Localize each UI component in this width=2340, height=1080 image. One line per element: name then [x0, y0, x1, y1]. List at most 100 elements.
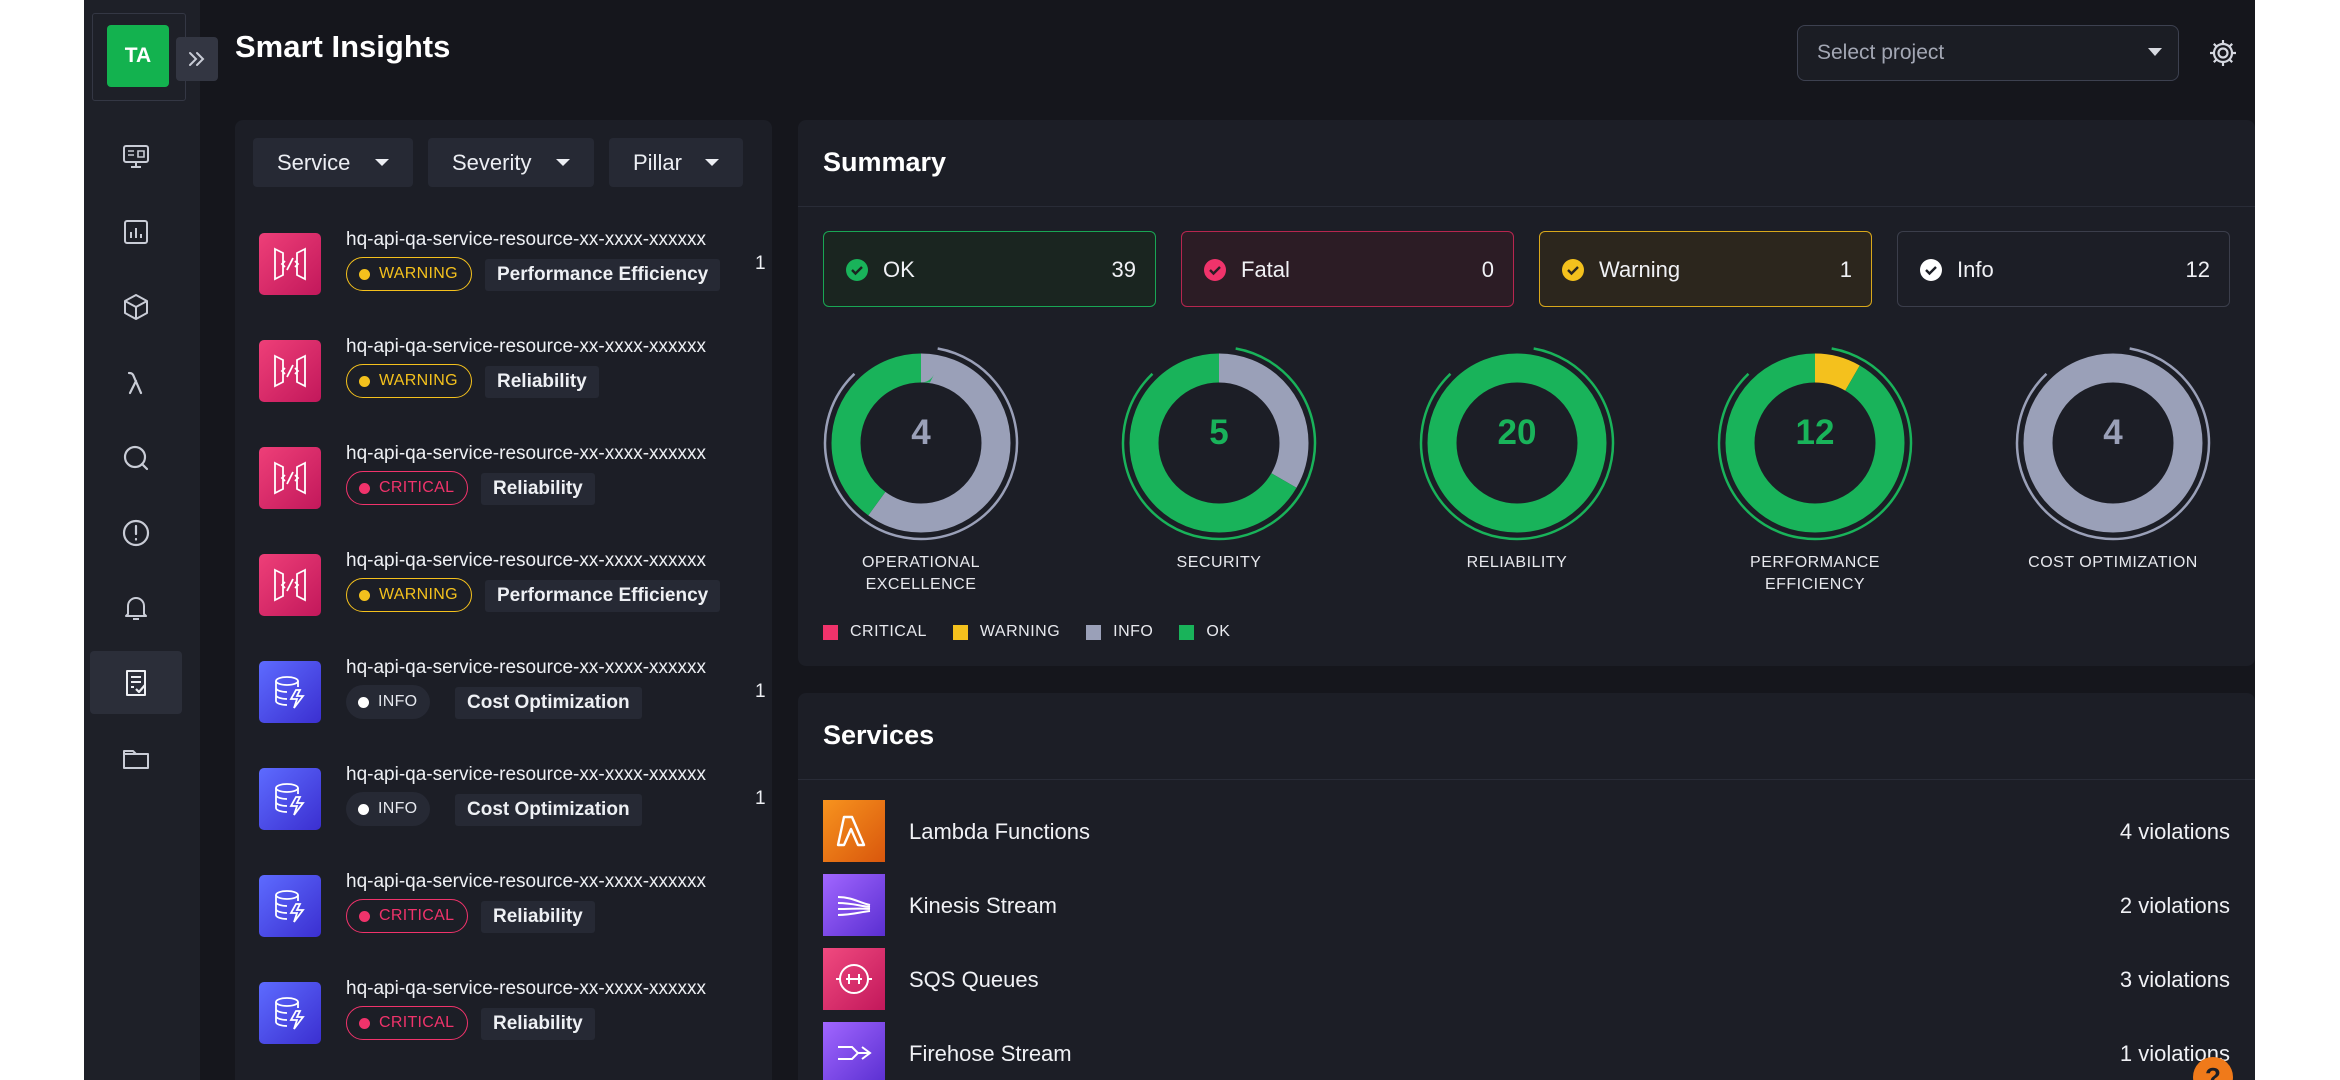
status-card-label: Info — [1957, 257, 1994, 282]
legend-item: INFO — [1086, 623, 1153, 641]
divider — [798, 779, 2255, 780]
firehose-icon — [823, 1022, 885, 1080]
page-title: Smart Insights — [235, 29, 451, 64]
service-violations: 4 violations — [2119, 819, 2230, 844]
severity-badge: WARNING — [346, 257, 472, 291]
sidebar-item-files[interactable] — [90, 726, 182, 789]
status-card-warning[interactable]: Warning 1 — [1539, 231, 1872, 307]
severity-badge: INFO — [346, 792, 431, 826]
status-card-ok[interactable]: OK 39 — [823, 231, 1156, 307]
severity-label: WARNING — [379, 586, 458, 603]
service-filter-label: Service — [277, 149, 351, 175]
finding-row[interactable]: hq-api-qa-service-resource-xx-xxxx-xxxxx… — [259, 437, 769, 537]
finding-row[interactable]: hq-api-qa-service-resource-xx-xxxx-xxxxx… — [259, 865, 769, 965]
legend-label: OK — [1206, 623, 1231, 640]
pillar-filter-label: Pillar — [633, 149, 682, 175]
sidebar-item-lambda[interactable] — [90, 351, 182, 414]
sidebar-item-smart-insights[interactable] — [90, 651, 182, 714]
status-card-label: Fatal — [1241, 257, 1290, 282]
legend-swatch — [952, 624, 968, 640]
donut-segment-ok — [1427, 353, 1607, 533]
donut-label: OPERATIONAL EXCELLENCE — [861, 554, 981, 593]
service-violations: 2 violations — [2119, 893, 2230, 918]
donut-label: COST OPTIMIZATION — [2028, 554, 2198, 571]
finding-resource-name: hq-api-qa-service-resource-xx-xxxx-xxxxx… — [346, 550, 707, 571]
service-filter[interactable]: Service — [253, 138, 413, 187]
sidebar-item-alerts[interactable] — [90, 501, 182, 564]
gear-icon[interactable] — [2207, 37, 2239, 69]
service-row-firehose[interactable]: Firehose Stream 1 violations — [823, 1022, 2230, 1080]
check-circle-icon — [1204, 259, 1226, 281]
sidebar-item-analytics[interactable] — [90, 200, 182, 263]
donut-chart — [1121, 345, 1317, 541]
status-card-label: Warning — [1599, 257, 1681, 282]
service-row-lambda[interactable]: Lambda Functions 4 violations — [823, 800, 2230, 862]
cube-icon — [124, 293, 148, 320]
help-icon: ? — [2205, 1062, 2221, 1080]
finding-row[interactable]: hq-api-qa-service-resource-xx-xxxx-xxxxx… — [259, 223, 769, 323]
finding-row[interactable]: hq-api-qa-service-resource-xx-xxxx-xxxxx… — [259, 330, 769, 430]
severity-dot-icon — [358, 696, 369, 708]
finding-row[interactable]: hq-api-qa-service-resource-xx-xxxx-xxxxx… — [259, 972, 769, 1072]
finding-resource-name: hq-api-qa-service-resource-xx-xxxx-xxxxx… — [346, 229, 707, 250]
status-card-fatal[interactable]: Fatal 0 — [1181, 231, 1514, 307]
donut-segment-ok — [1725, 353, 1905, 533]
finding-row[interactable]: hq-api-qa-service-resource-xx-xxxx-xxxxx… — [259, 544, 769, 644]
check-circle-icon — [1562, 259, 1584, 281]
project-select[interactable]: Select project — [1797, 25, 2179, 81]
legend-label: WARNING — [979, 623, 1061, 640]
pillar-filter[interactable]: Pillar — [609, 138, 743, 187]
service-name: Firehose Stream — [909, 1041, 1072, 1066]
app-window: TA Smart Insights — [84, 0, 2255, 1080]
sidebar: TA — [84, 0, 200, 1080]
severity-badge: CRITICAL — [346, 471, 469, 505]
pillar-tag: Reliability — [481, 473, 595, 505]
dynamodb-icon — [259, 661, 321, 723]
finding-resource-name: hq-api-qa-service-resource-xx-xxxx-xxxxx… — [346, 871, 707, 892]
api-gateway-icon — [259, 447, 321, 509]
donut-total: 4 — [2103, 413, 2123, 452]
severity-badge: WARNING — [346, 578, 472, 612]
pillar-tag: Performance Efficiency — [485, 259, 721, 291]
status-card-info[interactable]: Info 12 — [1897, 231, 2230, 307]
pillar-tag: Performance Efficiency — [485, 580, 721, 612]
sidebar-item-search[interactable] — [90, 426, 182, 489]
finding-resource-name: hq-api-qa-service-resource-xx-xxxx-xxxxx… — [346, 764, 707, 785]
severity-badge: WARNING — [346, 364, 472, 398]
kinesis-icon — [823, 874, 885, 936]
sqs-icon — [823, 948, 885, 1010]
severity-dot-icon — [359, 375, 370, 387]
api-gateway-icon — [259, 340, 321, 402]
sidebar-item-resources[interactable] — [90, 275, 182, 338]
finding-resource-name: hq-api-qa-service-resource-xx-xxxx-xxxxx… — [346, 336, 707, 357]
severity-label: CRITICAL — [379, 907, 455, 924]
severity-filter-label: Severity — [452, 149, 532, 175]
service-row-sqs[interactable]: SQS Queues 3 violations — [823, 948, 2230, 1010]
severity-filter[interactable]: Severity — [428, 138, 594, 187]
service-name: Kinesis Stream — [909, 893, 1057, 918]
status-card-count: 0 — [1481, 257, 1494, 282]
summary-title: Summary — [823, 147, 947, 177]
status-card-count: 39 — [1111, 257, 1136, 282]
severity-badge: CRITICAL — [346, 899, 469, 933]
service-row-kinesis[interactable]: Kinesis Stream 2 violations — [823, 874, 2230, 936]
severity-label: WARNING — [379, 372, 458, 389]
alert-circle-icon — [122, 519, 150, 546]
expand-sidebar-button[interactable] — [176, 37, 218, 81]
finding-row[interactable]: hq-api-qa-service-resource-xx-xxxx-xxxxx… — [259, 758, 769, 858]
severity-label: INFO — [378, 693, 418, 710]
status-card-count: 12 — [2185, 257, 2210, 282]
severity-dot-icon — [358, 803, 369, 815]
help-button[interactable]: ? — [2193, 1057, 2233, 1080]
sidebar-item-dashboard[interactable] — [90, 124, 182, 187]
sidebar-item-notifications[interactable] — [90, 576, 182, 639]
finding-row[interactable]: hq-api-qa-service-resource-xx-xxxx-xxxxx… — [259, 651, 769, 751]
service-name: SQS Queues — [909, 967, 1039, 992]
finding-count: 1 — [755, 253, 766, 274]
avatar[interactable]: TA — [107, 25, 169, 87]
severity-label: CRITICAL — [379, 479, 455, 496]
monitor-icon — [123, 144, 149, 168]
donut-chart — [823, 345, 1019, 541]
service-violations: 3 violations — [2119, 967, 2230, 992]
check-circle-icon — [846, 259, 868, 281]
